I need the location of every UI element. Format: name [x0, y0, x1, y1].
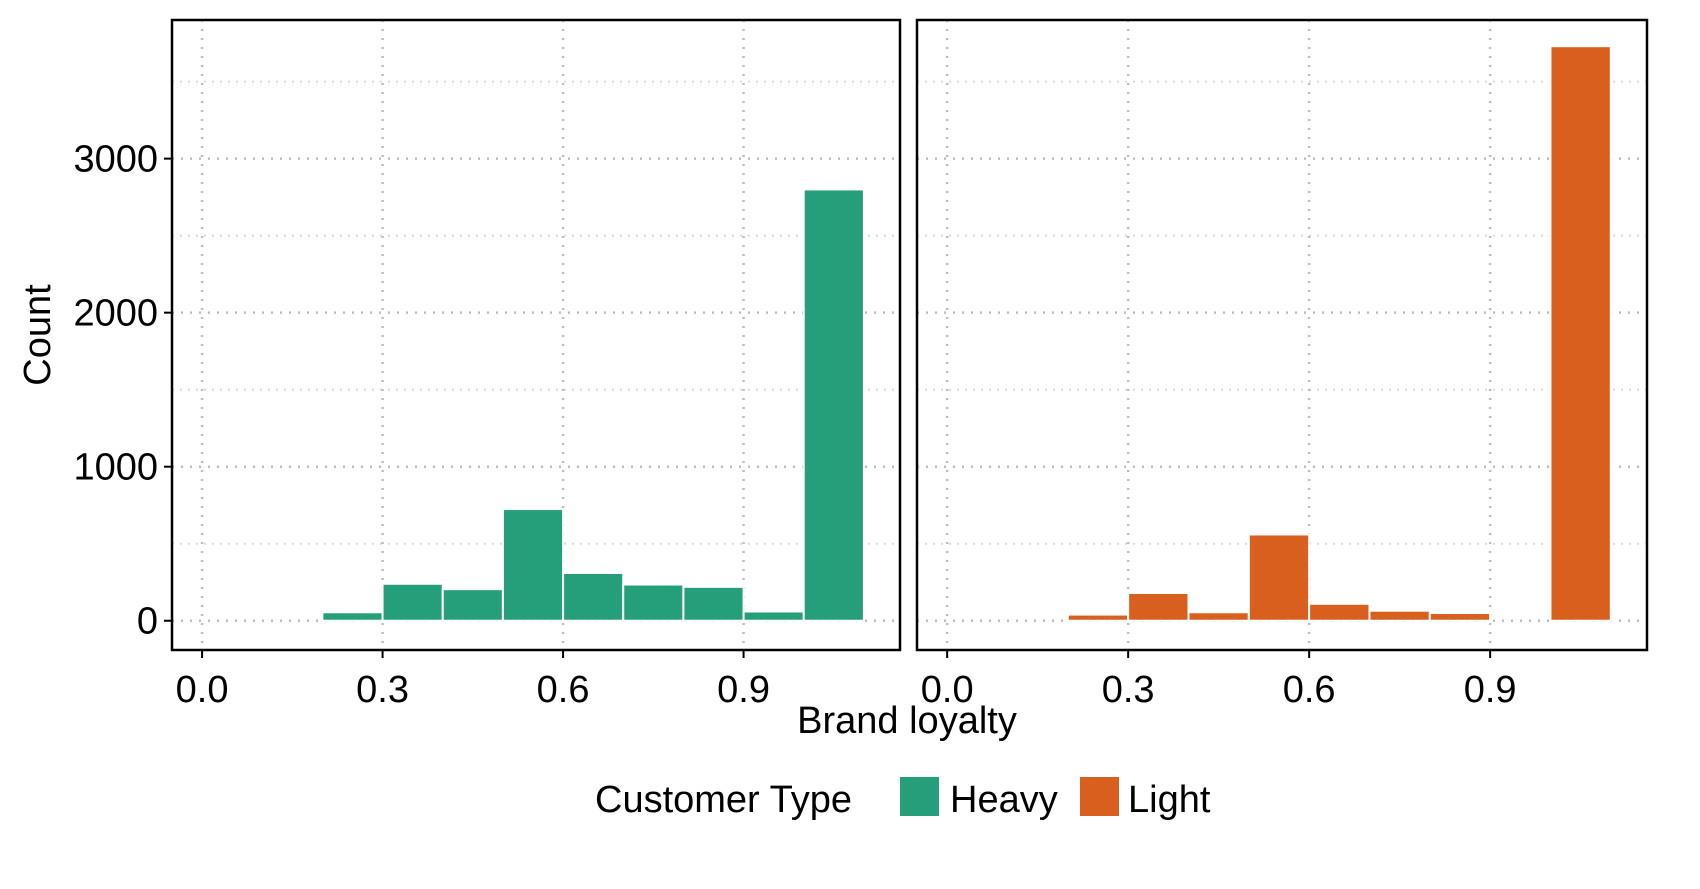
legend-key-heavy	[900, 777, 939, 816]
bar-light	[1066, 613, 1130, 622]
bar-light	[1187, 611, 1250, 622]
facet-heavy: 0.0 0.3 0.6 0.9 0 1000 2000 3000	[73, 18, 902, 711]
bar-light	[1308, 602, 1371, 622]
legend: Customer Type Heavy Light	[595, 777, 1211, 821]
legend-key-light	[1080, 777, 1119, 816]
y-tick-label: 3000	[73, 139, 158, 181]
bar-heavy	[321, 611, 384, 622]
panel-border	[170, 18, 902, 652]
bar-heavy	[682, 585, 745, 622]
x-tick-label: 0.3	[1102, 669, 1155, 711]
bar-heavy	[802, 188, 865, 622]
bar-light	[1428, 612, 1492, 622]
bar-light	[1549, 45, 1612, 622]
x-tick-label: 0.3	[356, 669, 409, 711]
legend-label-heavy: Heavy	[950, 779, 1058, 821]
bar-light	[1368, 609, 1431, 622]
x-tick-label: 0.6	[1283, 669, 1336, 711]
y-tick-label: 1000	[73, 447, 158, 489]
bar-heavy	[441, 588, 504, 622]
x-axis-title: Brand loyalty	[797, 700, 1017, 742]
bar-heavy	[742, 610, 805, 622]
facet-light: 0.0 0.3 0.6 0.9	[915, 18, 1649, 711]
x-tick-label: 0.6	[537, 669, 590, 711]
panel-border	[915, 18, 1649, 652]
bar-light	[1247, 533, 1311, 622]
y-axis-title: Count	[17, 284, 59, 386]
x-tick-label: 0.0	[176, 669, 229, 711]
bar-heavy	[501, 508, 565, 622]
bar-heavy	[622, 583, 685, 622]
facets: 0.0 0.3 0.6 0.9 0 1000 2000 3000 0.0 0.3 0.6 0.9	[73, 18, 1649, 711]
y-tick-label: 2000	[73, 293, 158, 335]
legend-title: Customer Type	[595, 779, 852, 821]
x-tick-label: 0.0	[921, 669, 974, 711]
x-tick-label: 0.9	[1464, 669, 1517, 711]
x-tick-label: 0.9	[717, 669, 770, 711]
bar-heavy	[562, 571, 625, 622]
y-tick-label: 0	[137, 601, 158, 643]
legend-label-light: Light	[1128, 779, 1211, 821]
bar-heavy	[381, 582, 444, 622]
bar-light	[1127, 592, 1190, 622]
